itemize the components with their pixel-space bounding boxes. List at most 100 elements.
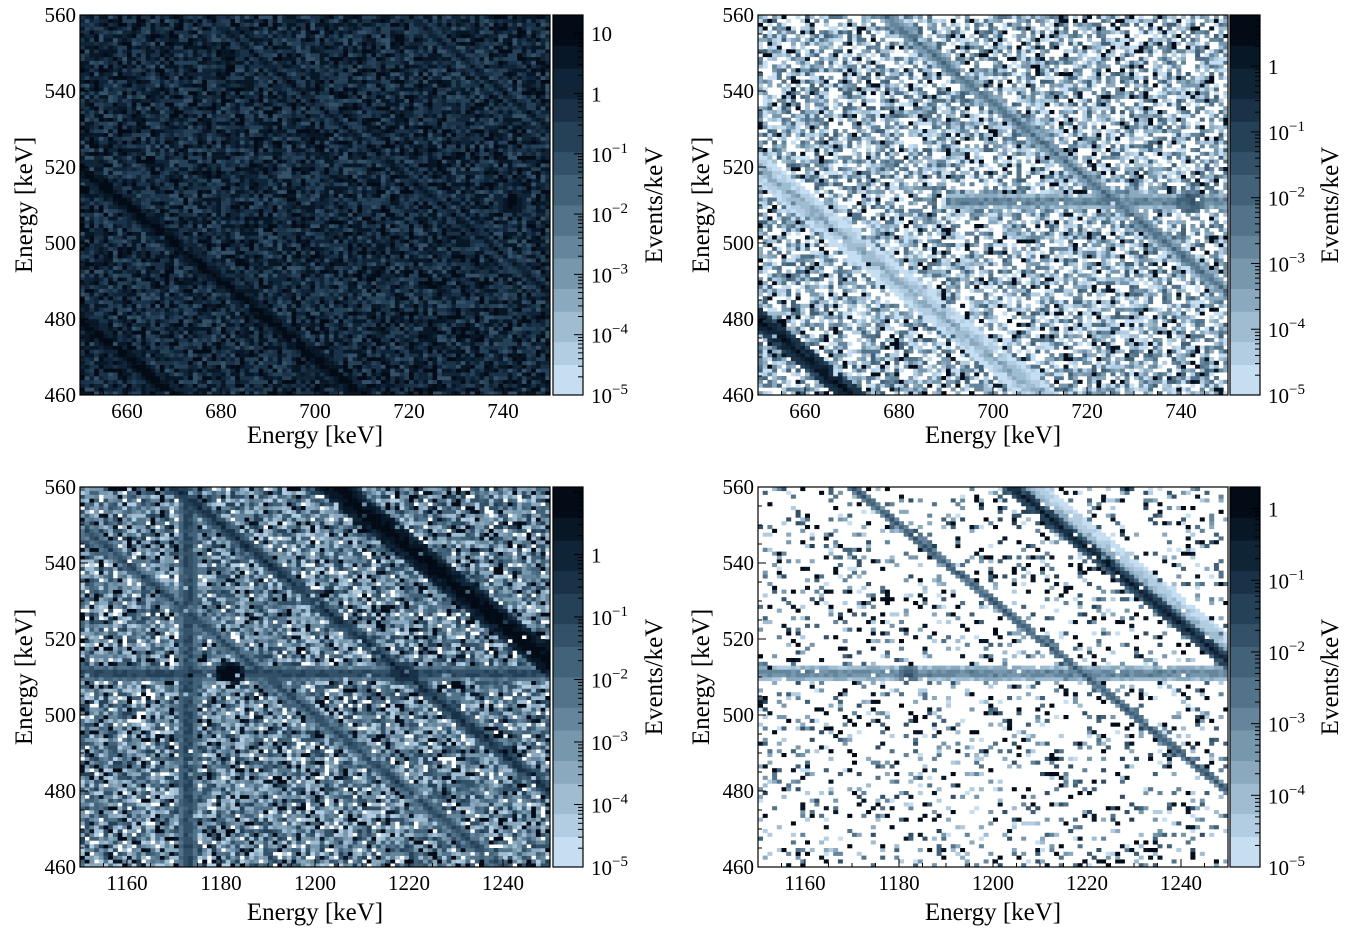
heatmap-cell	[131, 269, 137, 274]
heatmap-cell	[390, 372, 396, 377]
heatmap-cell	[282, 296, 288, 301]
heatmap-cell	[488, 379, 494, 384]
heatmap-cell	[418, 376, 424, 381]
heatmap-cell	[197, 262, 203, 267]
heatmap-cell	[484, 277, 490, 282]
heatmap-cell	[150, 284, 156, 289]
heatmap-cell	[347, 353, 353, 358]
heatmap-cell	[277, 239, 283, 244]
heatmap-cell	[141, 322, 147, 327]
heatmap-cell	[253, 296, 259, 301]
heatmap-cell	[272, 273, 278, 278]
heatmap-cell	[507, 235, 513, 240]
heatmap-cell	[300, 300, 306, 305]
heatmap-cell	[94, 262, 100, 267]
heatmap-cell	[244, 262, 250, 267]
heatmap-cell	[202, 258, 208, 263]
heatmap-cell	[188, 220, 194, 225]
heatmap-cell	[427, 360, 433, 365]
heatmap-cell	[380, 349, 386, 354]
heatmap-cell	[399, 288, 405, 293]
heatmap-cell	[244, 296, 250, 301]
heatmap-cell	[300, 296, 306, 301]
heatmap-cell	[136, 231, 142, 236]
heatmap-cell	[80, 250, 85, 255]
heatmap-cell	[159, 341, 165, 346]
heatmap-cell	[357, 262, 363, 267]
heatmap-cell	[244, 220, 250, 225]
heatmap-cell	[84, 265, 90, 270]
heatmap-cell	[239, 341, 245, 346]
heatmap-cell	[503, 235, 508, 240]
heatmap-cell	[239, 372, 245, 377]
heatmap-cell	[141, 292, 147, 297]
heatmap-cell	[418, 319, 424, 324]
heatmap-cell	[413, 296, 419, 301]
heatmap-cell	[446, 353, 452, 358]
heatmap-cell	[352, 277, 358, 282]
heatmap-cell	[94, 303, 100, 308]
heatmap-cell	[272, 265, 278, 270]
heatmap-cell	[89, 322, 95, 327]
heatmap-cell	[150, 372, 156, 377]
heatmap-cell	[253, 364, 259, 369]
heatmap-cell	[507, 326, 513, 331]
heatmap-cell	[277, 265, 283, 270]
heatmap-cell	[98, 224, 104, 229]
heatmap-cell	[507, 319, 513, 324]
heatmap-cell	[390, 239, 396, 244]
heatmap-cell	[122, 205, 128, 210]
heatmap-cell	[333, 235, 339, 240]
heatmap-cell	[206, 319, 212, 324]
heatmap-cell	[427, 357, 433, 362]
heatmap-cell	[479, 239, 485, 244]
heatmap-cell	[197, 315, 203, 320]
heatmap-cell	[239, 292, 245, 297]
heatmap-cell	[183, 345, 189, 350]
heatmap-cell	[108, 334, 114, 339]
heatmap-cell	[188, 231, 194, 236]
heatmap-cell	[531, 315, 537, 320]
heatmap-cell	[108, 258, 114, 263]
heatmap-cell	[159, 235, 165, 240]
heatmap-cell	[423, 376, 429, 381]
heatmap-cell	[272, 224, 278, 229]
heatmap-cell	[465, 296, 471, 301]
heatmap-cell	[479, 341, 485, 346]
heatmap-cell	[394, 296, 400, 301]
heatmap-cell	[385, 387, 391, 392]
heatmap-cell	[390, 269, 396, 274]
heatmap-cell	[376, 284, 382, 289]
heatmap-cell	[145, 338, 151, 343]
heatmap-cell	[282, 254, 288, 259]
heatmap-cell	[362, 292, 367, 297]
heatmap-cell	[145, 243, 151, 248]
heatmap-cell	[253, 387, 259, 392]
heatmap-cell	[319, 322, 325, 327]
heatmap-cell	[268, 254, 273, 259]
heatmap-cell	[94, 224, 100, 229]
heatmap-cell	[333, 349, 339, 354]
heatmap-cell	[324, 205, 330, 210]
heatmap-cell	[131, 311, 137, 316]
heatmap-cell	[117, 379, 123, 384]
heatmap-cell	[145, 330, 151, 335]
heatmap-cell	[178, 349, 184, 354]
heatmap-cell	[150, 227, 156, 232]
heatmap-cell	[258, 311, 264, 316]
heatmap-cell	[89, 391, 95, 395]
heatmap-cell	[545, 277, 550, 282]
heatmap-cell	[394, 379, 400, 384]
heatmap-cell	[535, 319, 541, 324]
heatmap-cell	[329, 269, 335, 274]
heatmap-cell	[131, 265, 137, 270]
heatmap-cell	[333, 296, 339, 301]
heatmap-cell	[197, 345, 203, 350]
heatmap-cell	[225, 250, 231, 255]
heatmap-cell	[277, 292, 283, 297]
heatmap-cell	[122, 315, 128, 320]
heatmap-cell	[441, 239, 447, 244]
heatmap-cell	[493, 326, 499, 331]
heatmap-cell	[282, 345, 288, 350]
heatmap-cell	[282, 273, 288, 278]
